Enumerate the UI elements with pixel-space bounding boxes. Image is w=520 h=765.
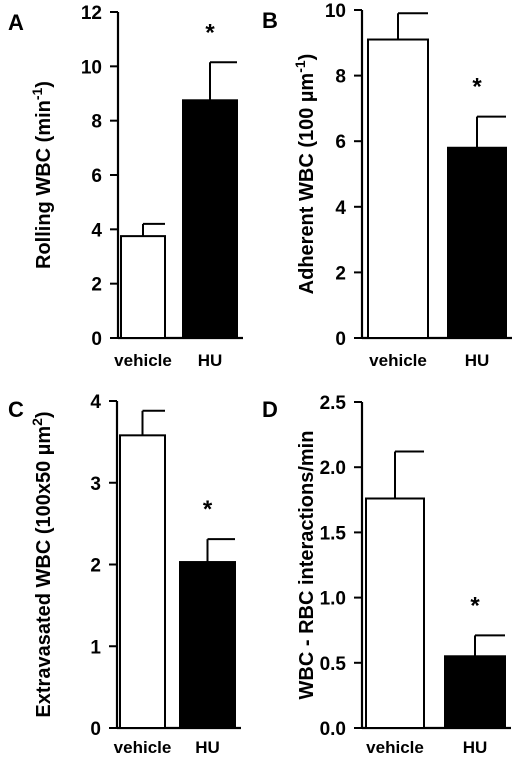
y-axis-label-end: ) <box>33 81 55 88</box>
y-tick-label: 10 <box>325 1 346 22</box>
category-label: vehicle <box>366 738 424 757</box>
y-axis-label: WBC - RBC interactions/min <box>296 431 318 700</box>
y-axis-label-superscript: -1 <box>29 87 45 100</box>
y-axis-label: Extravasated WBC (100x50 µm2) <box>29 411 55 717</box>
category-label: vehicle <box>369 351 427 370</box>
y-tick-label: 1.0 <box>320 589 346 610</box>
y-tick-label: 1 <box>90 637 101 658</box>
y-axis-label-end: ) <box>33 411 55 418</box>
y-tick-label: 6 <box>91 166 102 187</box>
y-axis-label-main: Adherent WBC (100 µm <box>296 73 318 295</box>
panel-d: D 0.0 0.5 1.0 1.5 2.0 2.5 vehicle * HU WBC - RBC i… <box>262 393 511 757</box>
panel-letter: B <box>262 8 278 33</box>
y-axis-label-superscript: 2 <box>29 418 45 426</box>
bar-hu <box>179 561 236 729</box>
y-axis-label-main: WBC - RBC interactions/min <box>296 431 318 700</box>
y-tick-label: 2 <box>90 556 101 577</box>
y-tick-label: 2.0 <box>320 458 346 479</box>
y-tick-label: 8 <box>91 112 102 133</box>
significance-marker: * <box>472 74 482 101</box>
y-axis-label: Adherent WBC (100 µm-1) <box>292 54 318 295</box>
bar-vehicle <box>119 434 166 729</box>
category-label: HU <box>465 351 490 370</box>
y-tick-label: 0.5 <box>320 654 347 675</box>
panel-letter: C <box>8 397 24 422</box>
bar-hu <box>444 655 506 730</box>
y-tick-label: 2 <box>91 275 102 296</box>
y-axis-label: Rolling WBC (min-1) <box>29 81 55 269</box>
bar-hu <box>182 99 238 339</box>
panel-letter: A <box>8 10 24 35</box>
category-label: vehicle <box>114 351 172 370</box>
significance-marker: * <box>470 592 480 619</box>
bar-vehicle <box>367 38 429 340</box>
y-axis-label-main: Rolling WBC (min <box>33 100 55 269</box>
significance-marker: * <box>205 19 215 46</box>
y-tick-label: 4 <box>91 220 102 241</box>
y-axis-label-superscript: -1 <box>292 60 308 73</box>
y-axis-label-main: Extravasated WBC (100x50 µm <box>33 426 55 718</box>
y-axis-label-end: ) <box>296 54 318 61</box>
y-tick-label: 0 <box>335 329 346 350</box>
panel-c: C 0 1 2 3 4 vehicle * HU Extravasated WBC (100x50… <box>8 392 241 757</box>
y-tick-label: 6 <box>335 132 346 153</box>
y-tick-label: 2 <box>335 263 346 284</box>
category-label: vehicle <box>114 738 172 757</box>
y-tick-label: 10 <box>81 57 102 78</box>
y-tick-label: 2.5 <box>320 393 347 414</box>
y-tick-label: 4 <box>335 198 346 219</box>
y-tick-label: 0 <box>90 719 101 740</box>
category-label: HU <box>195 738 220 757</box>
y-tick-label: 1.5 <box>320 523 347 544</box>
category-label: HU <box>198 351 223 370</box>
y-tick-label: 8 <box>335 67 346 88</box>
y-tick-label: 0 <box>91 329 102 350</box>
bar-hu <box>447 146 507 339</box>
y-tick-label: 12 <box>81 3 102 24</box>
significance-marker: * <box>203 496 213 523</box>
category-label: HU <box>463 738 488 757</box>
bar-vehicle <box>120 235 166 339</box>
y-tick-label: 4 <box>90 392 101 413</box>
y-tick-label: 3 <box>90 474 101 495</box>
panel-b: B 0 2 4 6 8 10 vehicle * HU Adherent WBC (100 µm-1… <box>262 1 512 370</box>
bar-vehicle <box>365 497 425 729</box>
y-tick-label: 0.0 <box>320 719 346 740</box>
panel-letter: D <box>262 397 278 422</box>
panel-a: A 0 2 4 6 8 10 12 vehicle * HU Rolling WBC (min-1) <box>8 3 243 370</box>
